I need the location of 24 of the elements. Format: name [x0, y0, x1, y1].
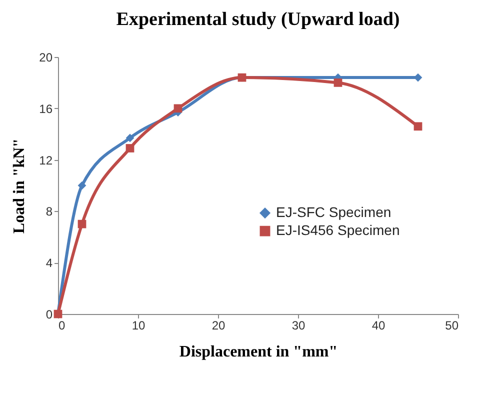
point [78, 220, 86, 228]
point [78, 181, 86, 190]
point [174, 104, 182, 113]
y-tick-label: 8 [46, 204, 53, 219]
x-axis-title: Displacement in "mm" [179, 344, 338, 360]
point [334, 78, 342, 87]
y-tick-label: 16 [39, 102, 53, 116]
x-tick-label: 50 [445, 318, 459, 332]
legend-label: EJ-IS456 Specimen [276, 222, 400, 238]
y-axis-title: Load in "kN" [11, 138, 28, 234]
point [414, 122, 422, 131]
x-tick-label: 40 [372, 318, 386, 332]
point [126, 144, 134, 152]
y-tick-label: 4 [46, 256, 53, 270]
y-tick-label: 20 [39, 50, 53, 64]
point [126, 134, 134, 142]
legend-label: EJ-SFC Specimen [276, 204, 392, 220]
chart-title: Experimental study (Upward load) [116, 9, 400, 30]
x-tick-label: 20 [212, 318, 226, 332]
y-tick-label: 0 [46, 308, 53, 322]
y-tick-label: 12 [39, 153, 53, 168]
x-tick-label: 10 [132, 318, 146, 332]
x-tick-label: 0 [58, 318, 66, 332]
x-tick-label: 30 [292, 318, 306, 332]
